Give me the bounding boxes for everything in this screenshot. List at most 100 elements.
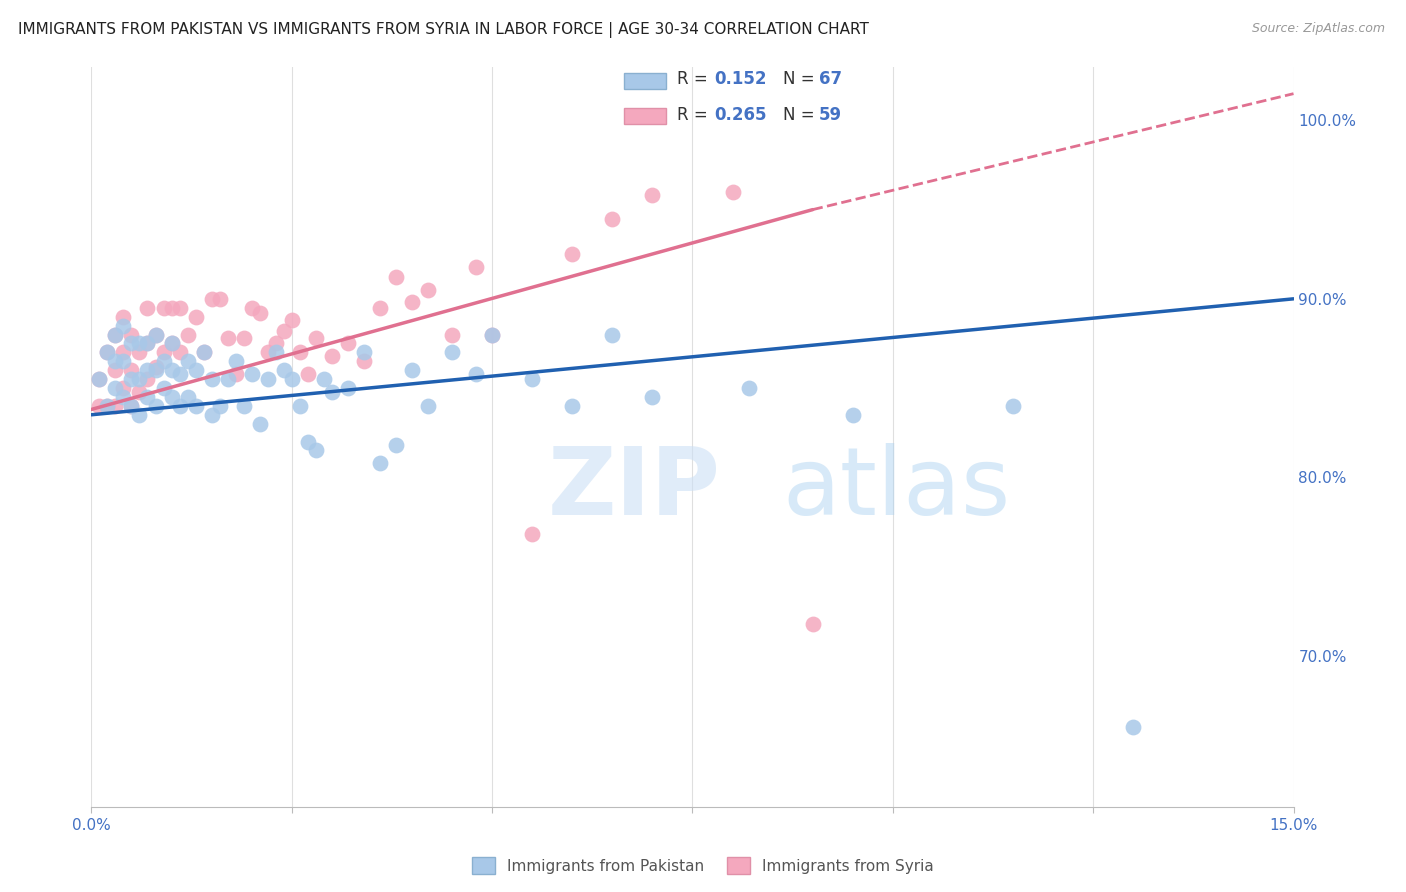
Point — [256, 372, 278, 386]
Point — [737, 381, 759, 395]
Point — [112, 318, 135, 333]
Point — [176, 390, 198, 404]
Point — [217, 331, 239, 345]
Point — [1001, 399, 1024, 413]
Point — [112, 310, 135, 324]
Point — [440, 345, 463, 359]
Point — [184, 399, 207, 413]
Point — [128, 408, 150, 422]
Legend: Immigrants from Pakistan, Immigrants from Syria: Immigrants from Pakistan, Immigrants fro… — [465, 851, 941, 880]
Point — [112, 345, 135, 359]
Point — [128, 384, 150, 399]
Text: Source: ZipAtlas.com: Source: ZipAtlas.com — [1251, 22, 1385, 36]
Point — [602, 327, 624, 342]
Text: atlas: atlas — [783, 443, 1011, 535]
Point — [104, 327, 127, 342]
Point — [1122, 720, 1144, 734]
Point — [305, 331, 328, 345]
Text: 0.152: 0.152 — [714, 70, 766, 88]
Point — [169, 399, 191, 413]
Point — [121, 399, 143, 413]
Point — [305, 443, 328, 458]
Point — [121, 363, 143, 377]
Point — [121, 399, 143, 413]
Point — [249, 417, 271, 431]
Point — [273, 324, 295, 338]
Point — [201, 372, 224, 386]
Point — [641, 390, 664, 404]
Point — [104, 354, 127, 368]
Text: IMMIGRANTS FROM PAKISTAN VS IMMIGRANTS FROM SYRIA IN LABOR FORCE | AGE 30-34 COR: IMMIGRANTS FROM PAKISTAN VS IMMIGRANTS F… — [18, 22, 869, 38]
Point — [145, 327, 167, 342]
Point — [112, 354, 135, 368]
Point — [104, 381, 127, 395]
Point — [160, 363, 183, 377]
Point — [336, 336, 359, 351]
Point — [176, 327, 198, 342]
Point — [169, 367, 191, 381]
Point — [160, 336, 183, 351]
Point — [176, 354, 198, 368]
Point — [145, 327, 167, 342]
Point — [128, 345, 150, 359]
Point — [112, 390, 135, 404]
Point — [297, 367, 319, 381]
Point — [152, 381, 174, 395]
Point — [336, 381, 359, 395]
Point — [401, 363, 423, 377]
Point — [465, 260, 488, 274]
Point — [465, 367, 488, 381]
Point — [136, 390, 159, 404]
Point — [136, 301, 159, 315]
Point — [193, 345, 215, 359]
Point — [152, 354, 174, 368]
Point — [208, 399, 231, 413]
Point — [416, 399, 439, 413]
Point — [281, 372, 304, 386]
Point — [368, 301, 391, 315]
Point — [353, 345, 375, 359]
Point — [288, 399, 311, 413]
Point — [225, 367, 247, 381]
Point — [401, 295, 423, 310]
Text: N =: N = — [783, 106, 820, 124]
Point — [481, 327, 503, 342]
Text: 0.265: 0.265 — [714, 106, 766, 124]
Point — [385, 270, 408, 285]
Point — [136, 336, 159, 351]
Text: R =: R = — [676, 106, 713, 124]
Point — [160, 301, 183, 315]
Point — [217, 372, 239, 386]
Point — [416, 283, 439, 297]
Point — [208, 292, 231, 306]
Point — [561, 247, 583, 261]
Point — [249, 306, 271, 320]
Point — [240, 301, 263, 315]
Point — [121, 327, 143, 342]
Point — [169, 301, 191, 315]
Point — [184, 363, 207, 377]
Point — [232, 399, 254, 413]
Point — [128, 372, 150, 386]
Point — [160, 336, 183, 351]
Point — [104, 399, 127, 413]
Point — [96, 345, 118, 359]
Point — [89, 372, 111, 386]
Point — [193, 345, 215, 359]
Point — [89, 399, 111, 413]
FancyBboxPatch shape — [624, 73, 666, 89]
Text: 59: 59 — [818, 106, 842, 124]
Point — [96, 399, 118, 413]
Point — [104, 363, 127, 377]
Point — [273, 363, 295, 377]
Point — [240, 367, 263, 381]
Point — [128, 336, 150, 351]
Point — [160, 390, 183, 404]
Point — [264, 345, 287, 359]
Text: N =: N = — [783, 70, 820, 88]
Point — [801, 616, 824, 631]
Text: R =: R = — [676, 70, 713, 88]
Point — [321, 349, 343, 363]
Point — [288, 345, 311, 359]
Text: ZIP: ZIP — [548, 443, 721, 535]
